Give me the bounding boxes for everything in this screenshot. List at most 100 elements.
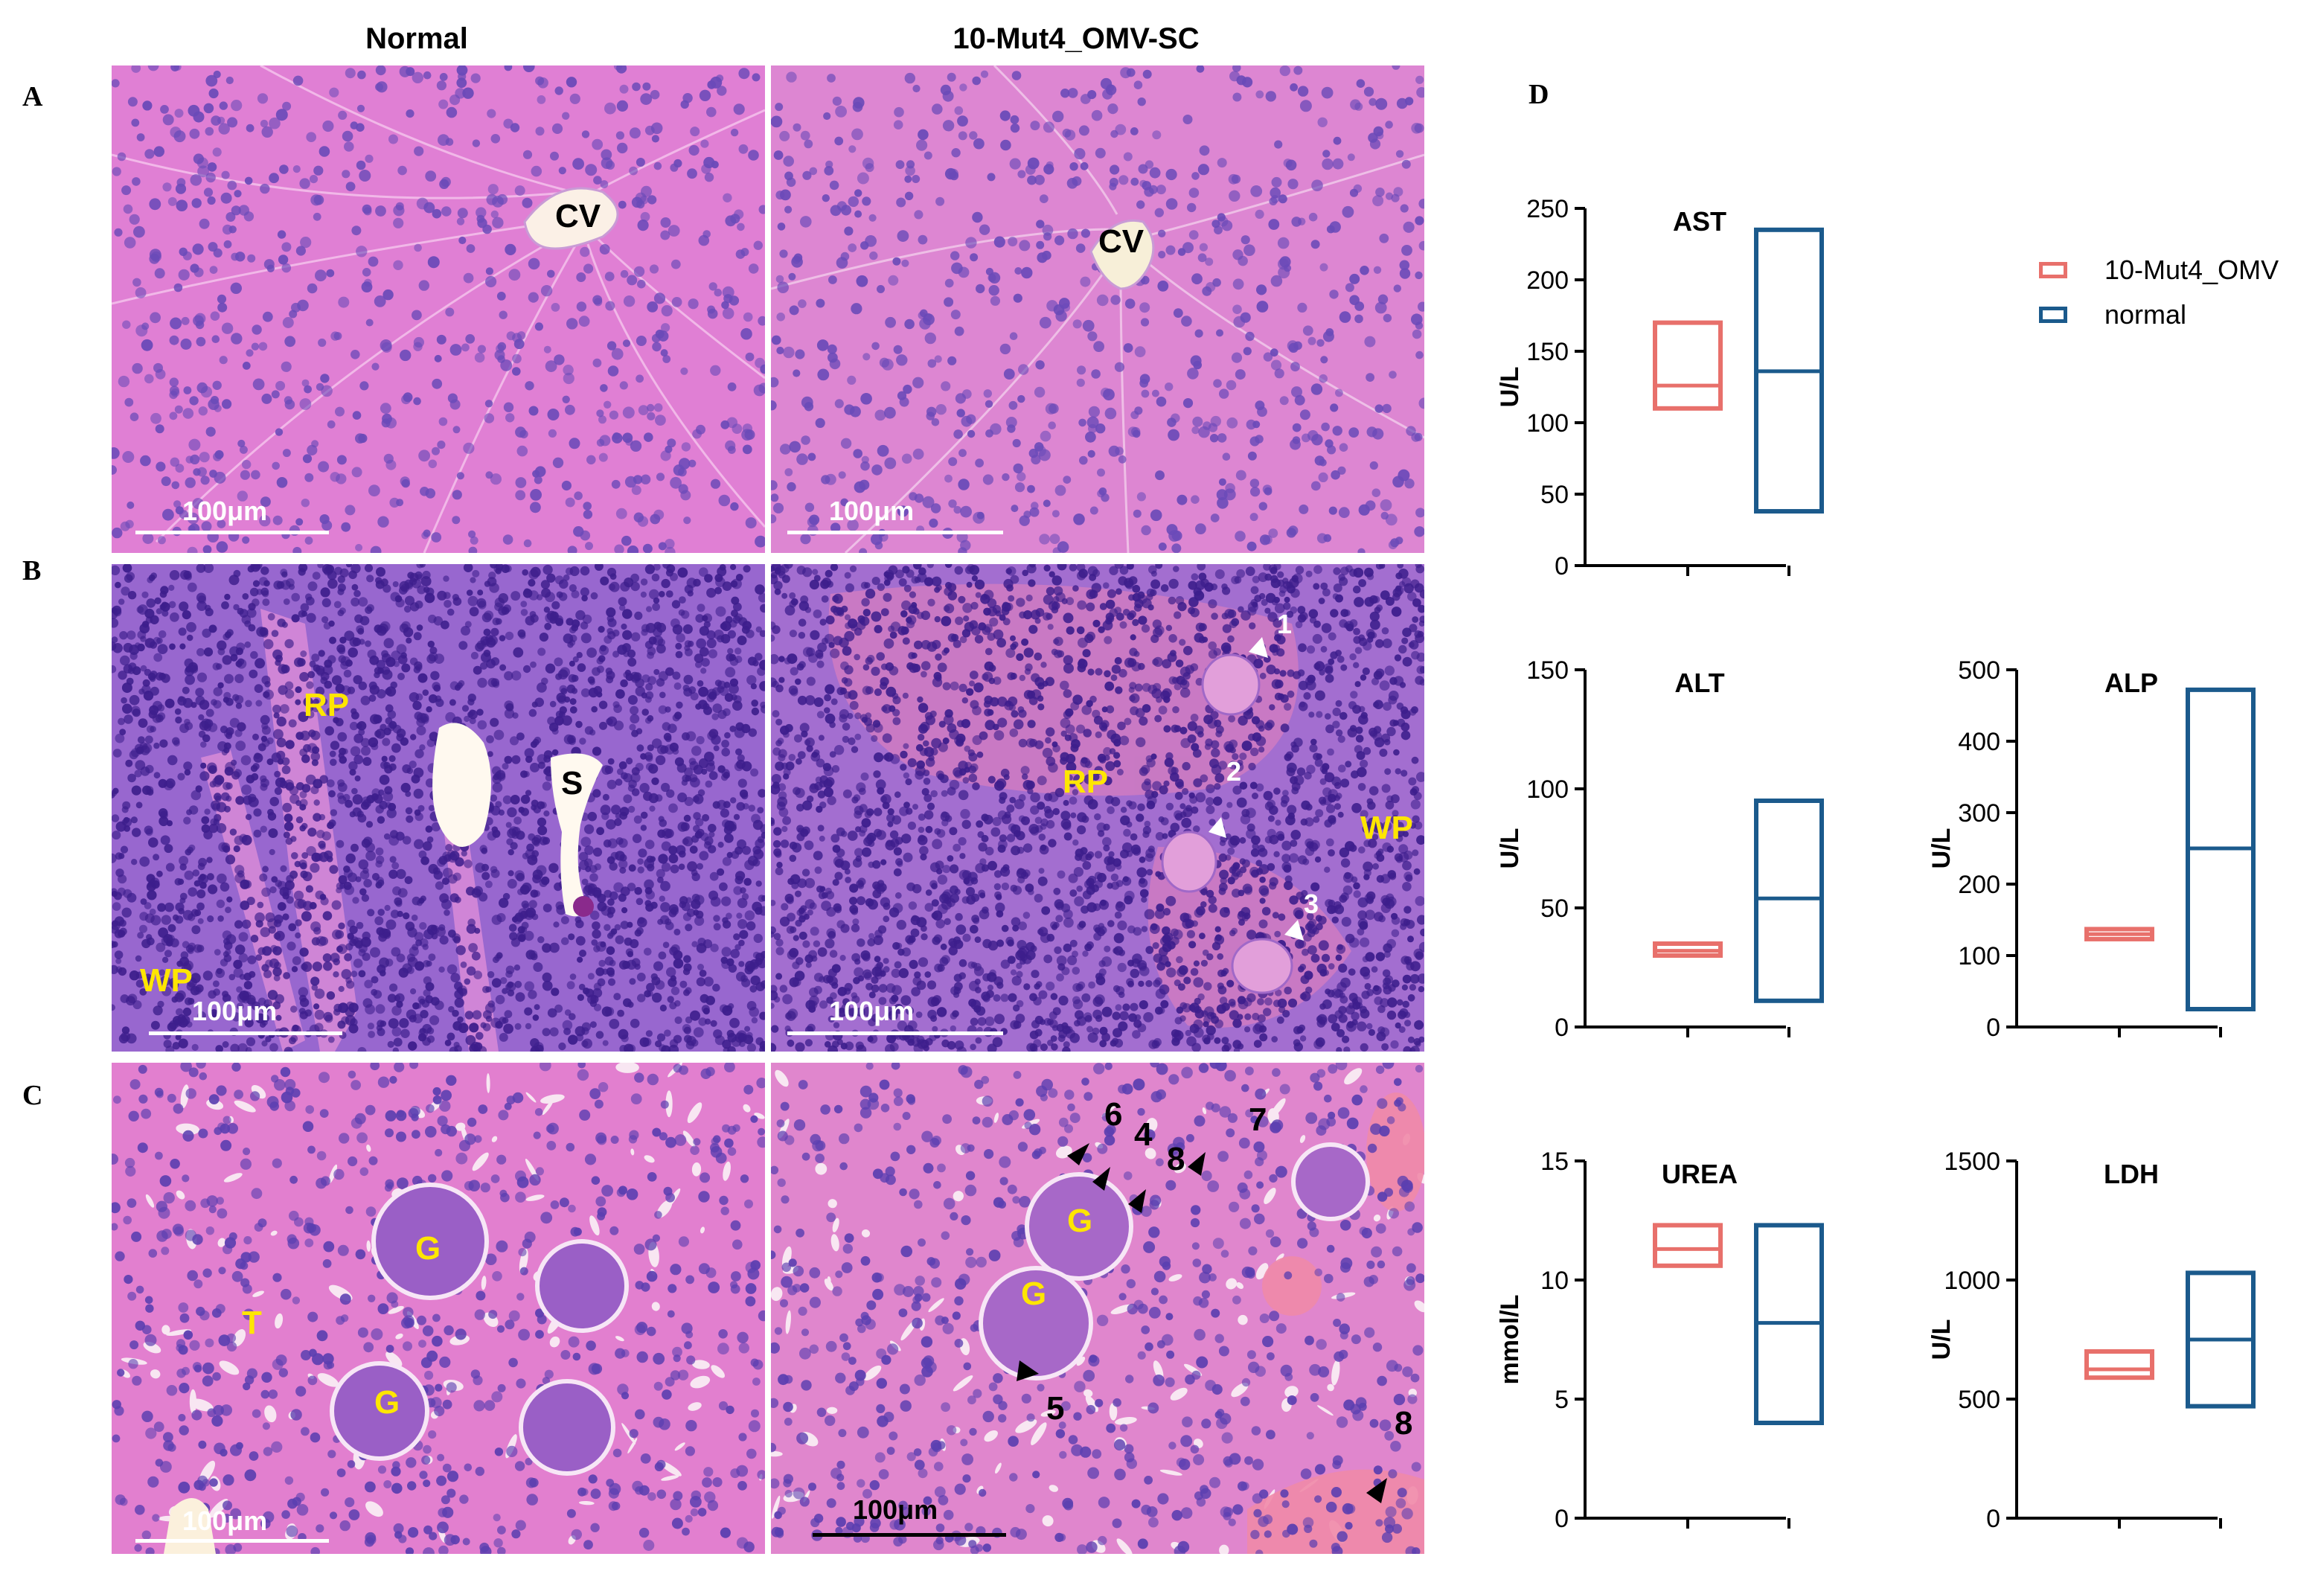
y-axis-label: U/L <box>1496 828 1524 869</box>
scale-bar <box>135 531 329 534</box>
kidney-treated-micrograph: 6 4 8 7 5 8 G G 100μm <box>771 1063 1424 1554</box>
y-axis-label: U/L <box>1927 828 1956 869</box>
y-axis-label: U/L <box>1496 367 1524 408</box>
y-tick-label: 1500 <box>1944 1148 2000 1176</box>
box-10-Mut4_OMV <box>1653 320 1723 411</box>
kidney-treated-tissue <box>771 1063 1424 1554</box>
central-vein <box>523 187 619 250</box>
label-g: G <box>1067 1203 1093 1239</box>
scale-bar <box>149 1031 342 1035</box>
y-tick-label: 0 <box>1555 552 1569 580</box>
y-tick-label: 200 <box>1958 871 2000 899</box>
chart-ast: 0 50 100 150 200 250 AST U/L <box>1496 195 1824 580</box>
scale-bar <box>135 1539 329 1543</box>
y-tick-label: 5 <box>1555 1386 1569 1414</box>
y-tick-label: 100 <box>1526 409 1569 438</box>
scale-bar-label: 100μm <box>182 1506 268 1536</box>
liver-treated-micrograph: CV 100μm <box>771 65 1424 553</box>
chart-ldh: 0 500 1000 1500 LDH U/L <box>1927 1148 2256 1533</box>
marker-2: 2 <box>1226 756 1242 787</box>
y-tick-label: 0 <box>1555 1014 1569 1042</box>
legend-label: 10-Mut4_OMV <box>2104 255 2279 285</box>
scale-bar <box>813 1533 1006 1537</box>
row-label-d: D <box>1528 79 1549 110</box>
scale-bar-label: 100μm <box>829 496 915 526</box>
spleen-treated-tissue <box>771 564 1424 1052</box>
arrowheads <box>1209 637 1304 941</box>
y-tick-label: 50 <box>1540 895 1569 923</box>
y-tick-label: 1000 <box>1944 1267 2000 1295</box>
label-cv: CV <box>1098 223 1145 260</box>
row-label-c: C <box>22 1080 43 1111</box>
legend-item: 10-Mut4_OMV <box>2039 253 2307 290</box>
chart-title: UREA <box>1662 1159 1738 1189</box>
legend: 10-Mut4_OMV normal <box>2039 253 2307 342</box>
box-10-Mut4_OMV <box>2084 1349 2154 1380</box>
label-t: T <box>242 1305 262 1341</box>
spleen-treated-micrograph: 1 2 3 RP WP 100μm <box>771 564 1424 1052</box>
y-tick-label: 500 <box>1958 1386 2000 1414</box>
scale-bar <box>787 1031 1003 1035</box>
hepatocyte-cords <box>112 65 765 553</box>
marker-1: 1 <box>1277 609 1293 639</box>
y-tick-label: 400 <box>1958 728 2000 756</box>
y-tick-label: 100 <box>1958 942 2000 970</box>
arrowheads <box>1017 1143 1387 1503</box>
y-tick-label: 50 <box>1540 481 1569 509</box>
nuclei <box>771 564 1424 1052</box>
marker-8: 8 <box>1167 1141 1185 1177</box>
liver-treated-tissue <box>771 65 1424 553</box>
y-tick-label: 500 <box>1958 656 2000 685</box>
sinus-space <box>551 753 603 917</box>
scale-bar-label: 100μm <box>182 496 268 526</box>
scale-bar-label: 100μm <box>853 1494 938 1525</box>
chart-title: AST <box>1673 206 1726 237</box>
legend-swatch <box>2039 262 2067 278</box>
nuclei <box>112 564 765 1052</box>
label-wp: WP <box>140 962 193 999</box>
y-tick-label: 200 <box>1526 266 1569 295</box>
y-axis-label: mmol/L <box>1496 1295 1524 1385</box>
chart-title: ALT <box>1674 668 1724 698</box>
label-rp: RP <box>304 687 350 723</box>
spleen-normal-micrograph: RP S WP 100μm <box>112 564 765 1052</box>
y-tick-label: 10 <box>1540 1267 1569 1295</box>
label-cv: CV <box>555 198 601 234</box>
chart-title: ALP <box>2104 668 2158 698</box>
liver-normal-micrograph: CV 100μm <box>112 65 765 553</box>
marker-7: 7 <box>1249 1101 1267 1138</box>
row-label-b: B <box>22 555 42 586</box>
label-g: G <box>374 1384 400 1421</box>
marker-5: 5 <box>1046 1390 1065 1427</box>
y-tick-label: 0 <box>1986 1505 2000 1533</box>
y-tick-label: 250 <box>1526 195 1569 223</box>
y-axis-label: U/L <box>1927 1319 1956 1360</box>
label-g: G <box>415 1230 441 1267</box>
chart-alp: 0 100 200 300 400 500 ALP U/L <box>1927 656 2256 1042</box>
label-rp: RP <box>1063 764 1109 800</box>
liver-normal-tissue <box>112 65 765 553</box>
y-tick-label: 15 <box>1540 1148 1569 1176</box>
legend-label: normal <box>2104 299 2187 330</box>
kidney-normal-micrograph: G G T 100μm <box>112 1063 765 1554</box>
header-treated: 10-Mut4_OMV-SC <box>953 22 1200 55</box>
marker-8: 8 <box>1395 1405 1413 1442</box>
spleen-normal-tissue <box>112 564 765 1052</box>
label-g: G <box>1021 1276 1047 1312</box>
y-tick-label: 0 <box>1555 1505 1569 1533</box>
label-wp: WP <box>1360 810 1413 846</box>
legend-swatch <box>2039 307 2067 323</box>
y-tick-label: 0 <box>1986 1014 2000 1042</box>
marker-4: 4 <box>1134 1116 1153 1153</box>
glomeruli <box>979 1142 1370 1380</box>
chart-title: LDH <box>2104 1159 2159 1189</box>
chart-alt: 0 50 100 150 ALT U/L <box>1496 656 1824 1042</box>
y-tick-label: 300 <box>1958 799 2000 828</box>
box-10-Mut4_OMV <box>1653 1223 1723 1268</box>
nuclei <box>771 65 1424 553</box>
kidney-normal-tissue <box>112 1063 765 1554</box>
y-tick-label: 150 <box>1526 656 1569 685</box>
row-label-a: A <box>22 81 43 112</box>
y-tick-label: 100 <box>1526 775 1569 804</box>
glomeruli <box>330 1183 629 1476</box>
